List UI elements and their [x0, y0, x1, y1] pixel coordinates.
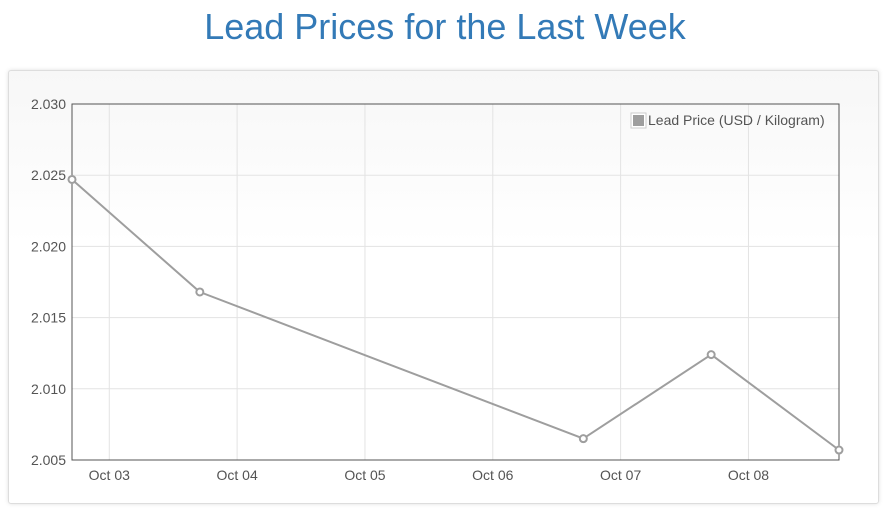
y-tick-label: 2.010 [31, 381, 66, 397]
legend: Lead Price (USD / Kilogram) [630, 112, 825, 129]
y-axis-ticks: 2.030 2.025 2.020 2.015 2.010 2.005 [31, 96, 66, 468]
x-axis-ticks: Oct 03 Oct 04 Oct 05 Oct 06 Oct 07 Oct 08 [89, 467, 770, 483]
data-point [578, 434, 588, 444]
data-point [195, 287, 205, 297]
grid-lines [72, 104, 839, 460]
y-tick-label: 2.025 [31, 167, 66, 183]
legend-swatch [633, 115, 644, 126]
x-tick-label: Oct 08 [728, 467, 769, 483]
y-tick-label: 2.030 [31, 96, 66, 112]
y-tick-label: 2.015 [31, 310, 66, 326]
data-point [834, 445, 844, 455]
x-tick-label: Oct 04 [216, 467, 257, 483]
legend-label: Lead Price (USD / Kilogram) [648, 112, 825, 128]
series-line [71, 178, 840, 451]
page-title: Lead Prices for the Last Week [204, 6, 686, 47]
chart-panel: 2.030 2.025 2.020 2.015 2.010 2.005 Oct 03 Oct… [8, 70, 879, 504]
x-tick-label: Oct 03 [89, 467, 130, 483]
plot-area-border [71, 103, 840, 461]
data-point [67, 174, 77, 184]
x-tick-label: Oct 07 [600, 467, 641, 483]
series-lead-price [67, 174, 844, 455]
y-tick-label: 2.020 [31, 238, 66, 254]
x-tick-label: Oct 06 [472, 467, 513, 483]
data-point [706, 350, 716, 360]
x-tick-label: Oct 05 [344, 467, 385, 483]
y-tick-label: 2.005 [31, 452, 66, 468]
